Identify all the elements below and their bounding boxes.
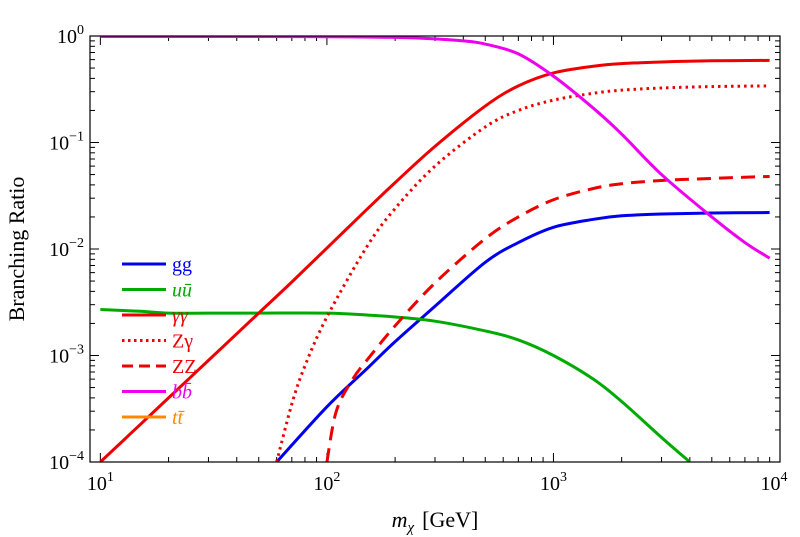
- legend-label-gammagamma: γγ: [172, 305, 189, 327]
- y-tick-label: 10−2: [49, 236, 84, 261]
- tick-labels: 101 102 103 104 100 10−1 10−2 10−3 10−4: [49, 23, 787, 495]
- series-layer: [99, 36, 771, 462]
- series-line-ZZ: [325, 174, 770, 462]
- legend-label-uubar: uū: [172, 280, 192, 302]
- series-line-bbbar: [100, 36, 771, 260]
- y-tick-label: 100: [57, 23, 84, 48]
- series-line-uubar: [100, 308, 691, 462]
- y-axis-label: Branching Ratio: [4, 177, 29, 322]
- x-axis-label: mχ [GeV]: [392, 507, 479, 536]
- series-line-Zgamma: [275, 84, 770, 462]
- legend-label-ZZ: ZZ: [172, 356, 196, 378]
- legend-label-Zgamma: Zγ: [172, 331, 193, 353]
- tick-layer: [89, 35, 781, 463]
- x-tick-label: 101: [87, 470, 114, 495]
- x-tick-label: 102: [313, 470, 340, 495]
- y-tick-label: 10−3: [49, 343, 84, 368]
- y-tick-label: 10−1: [49, 130, 84, 155]
- legend: gg uū γγ Zγ ZZ bb̄ tt̄: [122, 254, 196, 429]
- x-tick-label: 103: [540, 470, 567, 495]
- series-line-gg: [275, 211, 770, 462]
- legend-label-gg: gg: [172, 254, 192, 276]
- series-line-gammagamma: [99, 58, 770, 462]
- legend-label-bbbar: bb̄: [172, 382, 192, 404]
- plot-frame: [89, 35, 781, 463]
- x-tick-label: 104: [761, 470, 788, 495]
- legend-label-ttbar: tt̄: [172, 407, 185, 429]
- y-tick-label: 10−4: [49, 449, 84, 474]
